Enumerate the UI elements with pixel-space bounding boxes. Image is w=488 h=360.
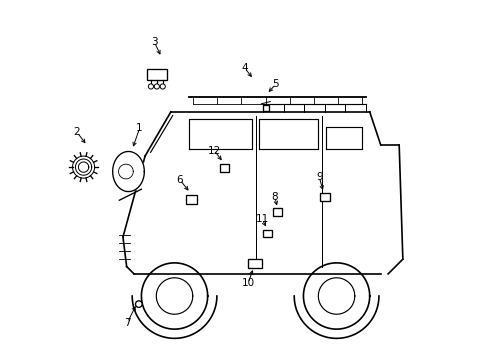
- Text: 3: 3: [151, 37, 157, 47]
- Text: 10: 10: [241, 278, 254, 288]
- Text: 4: 4: [241, 63, 247, 73]
- Circle shape: [148, 84, 153, 89]
- Text: 5: 5: [272, 79, 279, 89]
- Polygon shape: [112, 152, 144, 192]
- Bar: [273, 208, 282, 216]
- Text: 2: 2: [74, 127, 80, 137]
- Bar: [263, 230, 271, 237]
- Text: 1: 1: [136, 123, 142, 134]
- Bar: [185, 195, 196, 203]
- Bar: [220, 164, 228, 171]
- Circle shape: [135, 301, 142, 307]
- Bar: [247, 259, 261, 269]
- Text: 9: 9: [315, 172, 322, 182]
- Circle shape: [154, 84, 159, 89]
- Text: 12: 12: [207, 145, 221, 156]
- Text: 11: 11: [255, 215, 268, 224]
- Circle shape: [160, 84, 165, 89]
- Text: 6: 6: [176, 175, 183, 185]
- Bar: [319, 193, 329, 201]
- Text: 8: 8: [271, 192, 278, 202]
- Bar: [146, 69, 166, 80]
- Text: 7: 7: [124, 318, 130, 328]
